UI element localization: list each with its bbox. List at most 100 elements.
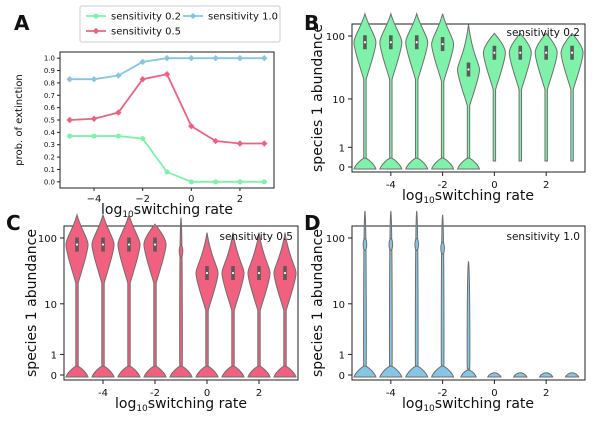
violin-median [101, 243, 105, 246]
panel-a-legend-entry-s10: sensitivity 1.0 [183, 12, 278, 23]
violin-extinction-bulb [353, 365, 377, 378]
violin-median [257, 271, 261, 275]
violin-body [247, 232, 271, 370]
panel-a-point [66, 116, 73, 124]
violin-upper-bulge [414, 238, 420, 252]
panel-a-xlabel-rest: switching rate [134, 202, 233, 218]
violin-median [441, 42, 444, 46]
panel-c-xtick-label: -2 [150, 388, 160, 399]
panel-a-legend-entry-s02: sensitivity 0.2 [86, 12, 181, 23]
panel-d-xtick-label: -2 [438, 388, 448, 399]
panel-b-xlabel-sub: 10 [423, 196, 435, 206]
violin-median [493, 51, 496, 54]
panel-c-xlabel-rest: switching rate [148, 396, 247, 412]
violin-body [456, 24, 481, 162]
panel-c-ylabel: species 1 abundance [24, 229, 40, 377]
panel-a-xtick-label: 0 [188, 194, 194, 205]
violin-extinction-bulb [430, 157, 455, 170]
panel-a-marks: −4 −2 0 2 0.0 0.1 0.2 0.3 0.4 0.5 0.6 0.7 0.8 0.9 1.0 [44, 55, 268, 205]
panel-c-xlabel-sub: 10 [136, 404, 148, 414]
panel-a-ytick-label: 1.0 [44, 55, 55, 63]
panel-a-legend-marker-s10 [189, 12, 197, 20]
panel-a-line-chart: sensitivity 0.2 sensitivity 0.5 sensitiv… [14, 5, 281, 220]
violin-extinction-bulb [65, 365, 89, 378]
violin-extinction-bulb [487, 372, 502, 378]
violin-body [431, 13, 455, 162]
panel-b-xtick-label: -4 [386, 180, 396, 191]
panel-b-xlabel-main: log [402, 188, 423, 204]
violin-body [508, 32, 532, 162]
violin-extinction-bulb [143, 365, 167, 378]
violin-median [467, 68, 470, 71]
panel-a-point [90, 76, 98, 83]
violin-median [389, 41, 392, 44]
violin-extinction-bulb [404, 365, 429, 378]
violin-median [231, 271, 235, 275]
panel-b-xlabel: log10switching rate [402, 188, 534, 206]
panel-a-point [163, 71, 171, 78]
violin-median [153, 243, 157, 246]
panel-d-ytick-label: 0 [339, 371, 345, 382]
panel-a-legend-box [79, 5, 281, 43]
panel-a-ytick-label: 0.5 [44, 117, 55, 125]
panel-b-ytick-label: 1 [339, 143, 345, 154]
violin-body [363, 210, 367, 370]
panel-a-xlabel: log10switching rate [101, 202, 233, 220]
panel-a-ytick-label: 0.6 [44, 104, 56, 112]
panel-a-ytick-label: 0.4 [44, 129, 56, 137]
violin-extinction-bulb [91, 365, 115, 378]
panel-letter-a: A [14, 11, 30, 35]
panel-a-legend-entry-s05: sensitivity 0.5 [86, 27, 181, 38]
panel-a-point [115, 109, 122, 116]
violin-median [519, 51, 522, 54]
panel-d-ytick-label: 1 [339, 350, 345, 361]
panel-a-point [164, 169, 170, 175]
panel-c-xlabel-main: log [115, 396, 136, 412]
violin-upper-bulge [362, 238, 368, 252]
panel-c-annotation: sensitivity 0.5 [219, 231, 293, 243]
violin-upper-bulge [178, 244, 184, 258]
panel-a-point [115, 72, 122, 79]
violin-median [545, 51, 548, 54]
violin-extinction-bulb [117, 365, 141, 378]
panel-a-ylabel: prob. of extinction [14, 74, 25, 165]
panel-letter-d: D [304, 211, 321, 235]
violin-extinction-bulb [221, 365, 245, 378]
panel-a-point [140, 135, 146, 142]
panel-d-annotation: sensitivity 1.0 [506, 231, 580, 243]
violin-extinction-bulb [169, 365, 193, 378]
panel-letter-b: B [304, 11, 319, 35]
violin-extinction-bulb [273, 365, 297, 378]
panel-d-ytick-label: 10 [332, 300, 345, 311]
panel-b-marks: 0 1 10 100 -4 -2 0 2 [326, 11, 584, 191]
violin-body [273, 232, 297, 370]
panel-a-xlabel-sub: 10 [122, 210, 134, 220]
panel-a-point [139, 76, 146, 83]
panel-a-point [236, 54, 244, 62]
panel-d-xlabel-rest: switching rate [435, 396, 534, 412]
panel-a-point [139, 58, 146, 66]
violin-extinction-bulb [353, 157, 377, 170]
panel-a-ytick-label: 0.0 [44, 178, 55, 186]
violin-upper-bulge [440, 241, 445, 255]
panel-b-ytick-label: 10 [332, 95, 345, 106]
panel-b-ytick-label: 100 [326, 32, 345, 43]
violin-extinction-bulb [430, 365, 455, 378]
panel-b-xlabel-rest: switching rate [435, 188, 534, 204]
violin-body [440, 214, 445, 370]
violin-extinction-bulb [564, 372, 580, 378]
panel-a-point [188, 122, 195, 130]
panel-a-point [261, 54, 268, 62]
panel-c-ytick-label: 100 [38, 234, 57, 245]
panel-c-xtick-label: 2 [256, 388, 262, 399]
panel-d-xtick-label: 0 [491, 388, 497, 399]
violin-median [283, 271, 287, 275]
panel-a-point [261, 179, 267, 185]
violin-extinction-bulb [404, 157, 429, 170]
panel-d-xlabel-sub: 10 [423, 404, 435, 414]
violin-extinction-bulb [456, 157, 481, 170]
panel-b-xtick-label: 2 [543, 180, 549, 191]
violin-extinction-bulb [379, 157, 403, 170]
violin-body [221, 232, 245, 370]
panel-a-xtick-label: −4 [87, 194, 102, 205]
